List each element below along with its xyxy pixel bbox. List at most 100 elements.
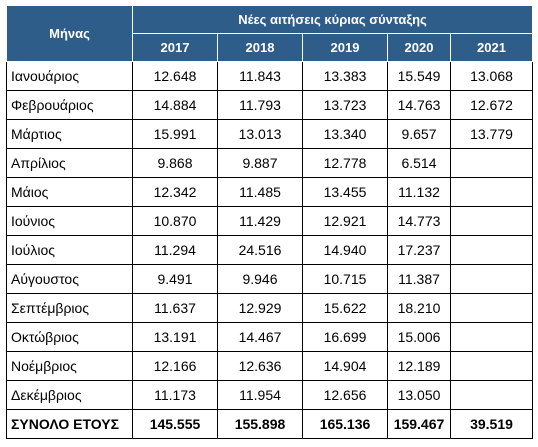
total-row: ΣΥΝΟΛΟ ΕΤΟΥΣ 145.555 155.898 165.136 159.467…	[6, 409, 534, 439]
value-cell: 9.887	[217, 148, 303, 178]
value-cell: 12.921	[302, 206, 388, 236]
value-cell: 9.657	[387, 119, 451, 149]
value-cell: 11.294	[132, 235, 218, 265]
value-cell: 12.166	[132, 351, 218, 381]
value-cell: 12.672	[449, 90, 534, 120]
value-cell: 12.636	[217, 351, 303, 381]
empty-cell	[449, 177, 534, 207]
value-cell: 11.132	[387, 177, 451, 207]
value-cell: 145.555	[132, 409, 218, 439]
value-cell: 11.843	[217, 61, 303, 91]
month-cell: Φεβρουάριος	[6, 90, 133, 120]
value-cell: 13.340	[302, 119, 388, 149]
value-cell: 6.514	[387, 148, 451, 178]
value-cell: 12.778	[302, 148, 388, 178]
table-row: Μάιος 12.342 11.485 13.455 11.132	[6, 177, 534, 207]
table-row: Απρίλιος 9.868 9.887 12.778 6.514	[6, 148, 534, 178]
empty-cell	[449, 322, 534, 352]
value-cell: 17.237	[387, 235, 451, 265]
empty-cell	[449, 264, 534, 294]
value-cell: 159.467	[387, 409, 451, 439]
value-cell: 14.884	[132, 90, 218, 120]
year-header: 2019	[302, 33, 388, 62]
value-cell: 13.068	[449, 61, 534, 91]
value-cell: 9.868	[132, 148, 218, 178]
value-cell: 14.904	[302, 351, 388, 381]
table-row: Αύγουστος 9.491 9.946 10.715 11.387	[6, 264, 534, 294]
value-cell: 13.723	[302, 90, 388, 120]
value-cell: 15.006	[387, 322, 451, 352]
month-cell: Μάρτιος	[6, 119, 133, 149]
month-cell: Νοέμβριος	[6, 351, 133, 381]
value-cell: 24.516	[217, 235, 303, 265]
month-cell: Αύγουστος	[6, 264, 133, 294]
value-cell: 14.940	[302, 235, 388, 265]
value-cell: 14.467	[217, 322, 303, 352]
group-header: Νέες αιτήσεις κύριας σύνταξης	[131, 5, 534, 34]
year-header: 2017	[132, 33, 218, 62]
year-header: 2020	[387, 33, 451, 62]
value-cell: 13.383	[302, 61, 388, 91]
empty-cell	[449, 148, 534, 178]
value-cell: 13.191	[132, 322, 218, 352]
month-cell: Μάιος	[6, 177, 133, 207]
value-cell: 12.342	[132, 177, 218, 207]
value-cell: 15.991	[132, 119, 218, 149]
value-cell: 15.622	[302, 293, 388, 323]
value-cell: 14.763	[387, 90, 451, 120]
table-row: Φεβρουάριος 14.884 11.793 13.723 14.763 12.67…	[6, 90, 534, 120]
value-cell: 9.946	[217, 264, 303, 294]
value-cell: 13.013	[217, 119, 303, 149]
empty-cell	[449, 235, 534, 265]
value-cell: 12.656	[302, 380, 388, 410]
month-cell: Σεπτέμβριος	[6, 293, 133, 323]
table-row: Οκτώβριος 13.191 14.467 16.699 15.006	[6, 322, 534, 352]
table-row: Ιούλιος 11.294 24.516 14.940 17.237	[6, 235, 534, 265]
value-cell: 39.519	[449, 409, 534, 439]
value-cell: 155.898	[217, 409, 303, 439]
year-header: 2018	[217, 33, 303, 62]
value-cell: 9.491	[132, 264, 218, 294]
table-row: Δεκέμβριος 11.173 11.954 12.656 13.050	[6, 380, 534, 410]
value-cell: 14.773	[387, 206, 451, 236]
month-cell: Απρίλιος	[6, 148, 133, 178]
month-cell: Οκτώβριος	[6, 322, 133, 352]
month-cell: ΣΥΝΟΛΟ ΕΤΟΥΣ	[6, 409, 133, 439]
empty-cell	[449, 351, 534, 381]
empty-cell	[449, 293, 534, 323]
value-cell: 16.699	[302, 322, 388, 352]
month-cell: Ιανουάριος	[6, 61, 133, 91]
month-header: Μήνας	[6, 5, 133, 62]
value-cell: 11.637	[132, 293, 218, 323]
value-cell: 12.929	[217, 293, 303, 323]
value-cell: 10.870	[132, 206, 218, 236]
year-header: 2021	[449, 33, 534, 62]
empty-cell	[449, 206, 534, 236]
value-cell: 13.050	[387, 380, 451, 410]
empty-cell	[449, 380, 534, 410]
value-cell: 165.136	[302, 409, 388, 439]
value-cell: 11.793	[217, 90, 303, 120]
value-cell: 11.387	[387, 264, 451, 294]
value-cell: 15.549	[387, 61, 451, 91]
table-row: Μάρτιος 15.991 13.013 13.340 9.657 13.779	[6, 119, 534, 149]
value-cell: 13.779	[449, 119, 534, 149]
value-cell: 18.210	[387, 293, 451, 323]
value-cell: 12.648	[132, 61, 218, 91]
table-row: Ιανουάριος 12.648 11.843 13.383 15.549 13.068	[6, 61, 534, 91]
value-cell: 13.455	[302, 177, 388, 207]
table-row: Σεπτέμβριος 11.637 12.929 15.622 18.210	[6, 293, 534, 323]
month-cell: Ιούλιος	[6, 235, 133, 265]
value-cell: 10.715	[302, 264, 388, 294]
table-row: Νοέμβριος 12.166 12.636 14.904 12.189	[6, 351, 534, 381]
value-cell: 12.189	[387, 351, 451, 381]
month-cell: Δεκέμβριος	[6, 380, 133, 410]
data-table: Μήνας Νέες αιτήσεις κύριας σύνταξης 2017…	[6, 5, 534, 439]
value-cell: 11.173	[132, 380, 218, 410]
value-cell: 11.954	[217, 380, 303, 410]
month-cell: Ιούνιος	[6, 206, 133, 236]
value-cell: 11.485	[217, 177, 303, 207]
table-row: Ιούνιος 10.870 11.429 12.921 14.773	[6, 206, 534, 236]
value-cell: 11.429	[217, 206, 303, 236]
